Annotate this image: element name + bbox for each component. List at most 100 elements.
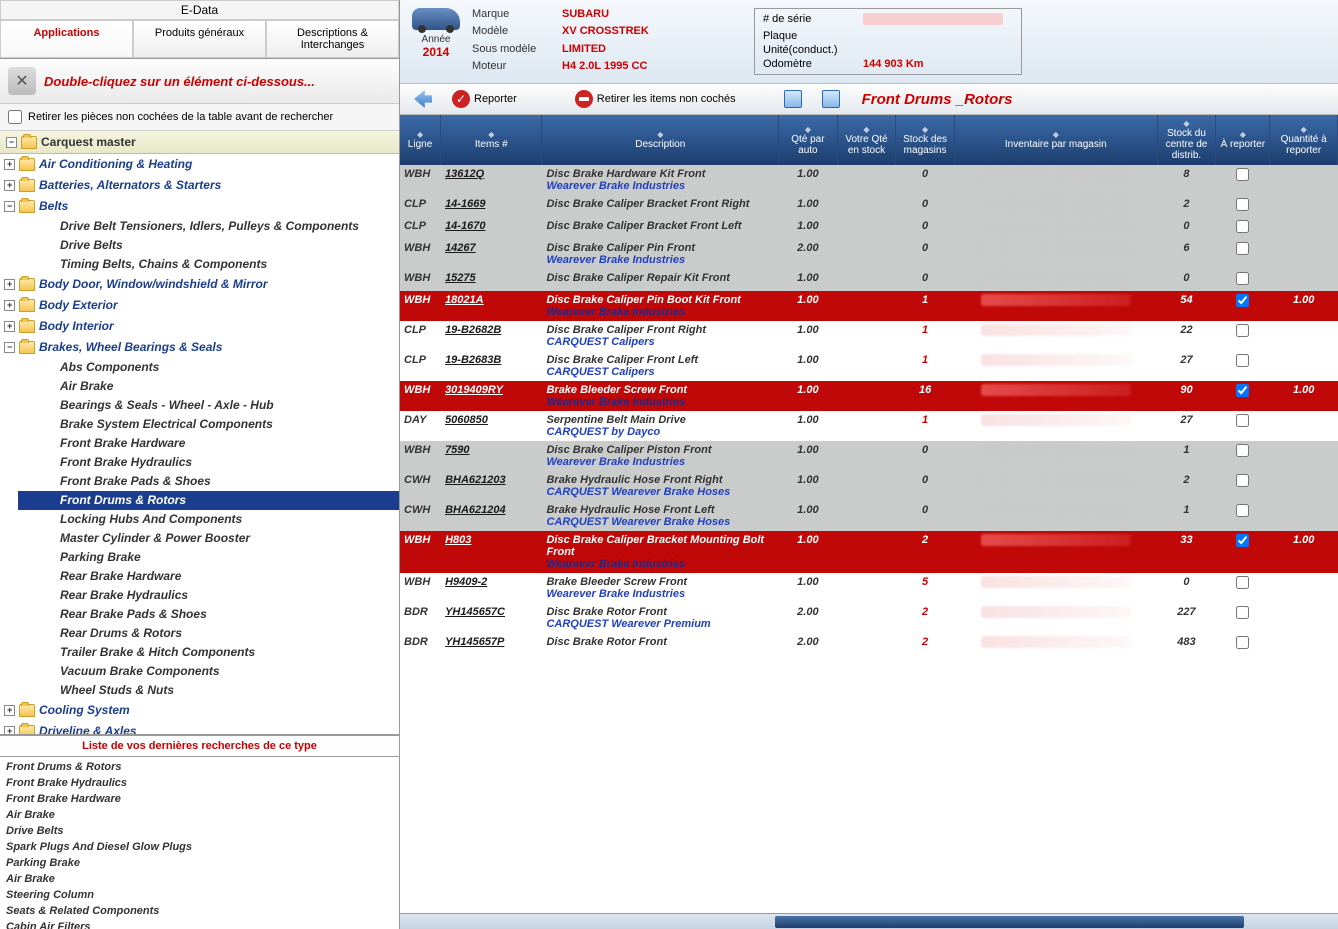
recent-item[interactable]: Spark Plugs And Diesel Glow Plugs: [6, 839, 393, 855]
tree-leaf[interactable]: Wheel Studs & Nuts: [18, 681, 399, 700]
cell-report-checkbox[interactable]: [1216, 573, 1270, 603]
tree-branch[interactable]: +Body Interior: [0, 316, 399, 337]
tree-leaf[interactable]: Vacuum Brake Components: [18, 662, 399, 681]
tree-leaf[interactable]: Brake System Electrical Components: [18, 415, 399, 434]
recent-item[interactable]: Front Brake Hydraulics: [6, 775, 393, 791]
tree-branch[interactable]: +Air Conditioning & Heating: [0, 154, 399, 175]
cell-report-checkbox[interactable]: [1216, 381, 1270, 411]
grid-column-header[interactable]: ◆Stock des magasins: [896, 115, 955, 165]
cell-item[interactable]: 19-B2682B: [441, 321, 542, 351]
cell-report-checkbox[interactable]: [1216, 165, 1270, 195]
back-button[interactable]: [408, 88, 438, 110]
tree-branch[interactable]: +Body Exterior: [0, 295, 399, 316]
tab-2[interactable]: Descriptions & Interchanges: [266, 20, 399, 58]
recent-item[interactable]: Front Brake Hardware: [6, 791, 393, 807]
table-row[interactable]: WBH15275Disc Brake Caliper Repair Kit Fr…: [400, 269, 1338, 291]
grid-column-header[interactable]: ◆Qté par auto: [779, 115, 838, 165]
cell-report-checkbox[interactable]: [1216, 195, 1270, 217]
tree-leaf[interactable]: Abs Components: [18, 358, 399, 377]
cell-item[interactable]: 14-1669: [441, 195, 542, 217]
tree-leaf[interactable]: Drive Belt Tensioners, Idlers, Pulleys &…: [18, 217, 399, 236]
table-row[interactable]: WBH7590Disc Brake Caliper Piston FrontWe…: [400, 441, 1338, 471]
tree-leaf[interactable]: Rear Brake Hydraulics: [18, 586, 399, 605]
tree-branch[interactable]: −Brakes, Wheel Bearings & Seals: [0, 337, 399, 358]
scrollbar-thumb[interactable]: [775, 916, 1244, 928]
table-row[interactable]: WBH18021ADisc Brake Caliper Pin Boot Kit…: [400, 291, 1338, 321]
cell-report-checkbox[interactable]: [1216, 269, 1270, 291]
filter-checkbox[interactable]: [8, 110, 22, 124]
recent-item[interactable]: Cabin Air Filters: [6, 919, 393, 929]
tree-leaf[interactable]: Rear Brake Hardware: [18, 567, 399, 586]
tree-branch[interactable]: +Driveline & Axles: [0, 721, 399, 735]
cell-item[interactable]: YH145657P: [441, 633, 542, 655]
tab-0[interactable]: Applications: [0, 20, 133, 58]
reporter-button[interactable]: ✓Reporter: [446, 88, 523, 110]
cell-report-checkbox[interactable]: [1216, 411, 1270, 441]
tree-leaf[interactable]: Front Brake Hardware: [18, 434, 399, 453]
tree-leaf[interactable]: Rear Drums & Rotors: [18, 624, 399, 643]
recent-item[interactable]: Seats & Related Components: [6, 903, 393, 919]
recent-item[interactable]: Drive Belts: [6, 823, 393, 839]
grid-column-header[interactable]: ◆Quantité à reporter: [1270, 115, 1338, 165]
grid-column-header[interactable]: ◆Votre Qté en stock: [837, 115, 896, 165]
tree-branch[interactable]: +Body Door, Window/windshield & Mirror: [0, 274, 399, 295]
grid-column-header[interactable]: ◆À reporter: [1216, 115, 1270, 165]
recent-item[interactable]: Steering Column: [6, 887, 393, 903]
cell-item[interactable]: 19-B2683B: [441, 351, 542, 381]
tree-leaf[interactable]: Trailer Brake & Hitch Components: [18, 643, 399, 662]
cell-item[interactable]: YH145657C: [441, 603, 542, 633]
cell-report-checkbox[interactable]: [1216, 441, 1270, 471]
table-row[interactable]: DAY5060850Serpentine Belt Main DriveCARQ…: [400, 411, 1338, 441]
remove-unchecked-button[interactable]: Retirer les items non cochés: [569, 88, 742, 110]
cell-item[interactable]: 18021A: [441, 291, 542, 321]
cell-report-checkbox[interactable]: [1216, 531, 1270, 573]
recent-item[interactable]: Air Brake: [6, 807, 393, 823]
table-row[interactable]: WBHH9409-2Brake Bleeder Screw FrontWeare…: [400, 573, 1338, 603]
tree-leaf[interactable]: Parking Brake: [18, 548, 399, 567]
tree-root[interactable]: −Carquest master: [0, 131, 399, 154]
grid-column-header[interactable]: ◆Stock du centre de distrib.: [1157, 115, 1216, 165]
table-row[interactable]: CWHBHA621204Brake Hydraulic Hose Front L…: [400, 501, 1338, 531]
tree-leaf[interactable]: Front Brake Hydraulics: [18, 453, 399, 472]
cell-report-checkbox[interactable]: [1216, 471, 1270, 501]
cell-item[interactable]: 7590: [441, 441, 542, 471]
horizontal-scrollbar[interactable]: [400, 913, 1338, 929]
tree-leaf[interactable]: Locking Hubs And Components: [18, 510, 399, 529]
cell-item[interactable]: 5060850: [441, 411, 542, 441]
grid-column-header[interactable]: ◆Inventaire par magasin: [954, 115, 1157, 165]
table-row[interactable]: CWHBHA621203Brake Hydraulic Hose Front R…: [400, 471, 1338, 501]
table-row[interactable]: CLP14-1670Disc Brake Caliper Bracket Fro…: [400, 217, 1338, 239]
recent-searches-list[interactable]: Front Drums & RotorsFront Brake Hydrauli…: [0, 757, 399, 929]
cell-item[interactable]: 3019409RY: [441, 381, 542, 411]
tree-leaf[interactable]: Master Cylinder & Power Booster: [18, 529, 399, 548]
tree-branch[interactable]: +Cooling System: [0, 700, 399, 721]
cell-item[interactable]: H803: [441, 531, 542, 573]
table-row[interactable]: CLP14-1669Disc Brake Caliper Bracket Fro…: [400, 195, 1338, 217]
tool-button-2[interactable]: [816, 88, 846, 110]
tree-leaf[interactable]: Rear Brake Pads & Shoes: [18, 605, 399, 624]
table-row[interactable]: BDRYH145657CDisc Brake Rotor FrontCARQUE…: [400, 603, 1338, 633]
grid-column-header[interactable]: ◆Ligne: [400, 115, 441, 165]
cell-item[interactable]: BHA621203: [441, 471, 542, 501]
recent-item[interactable]: Front Drums & Rotors: [6, 759, 393, 775]
table-row[interactable]: CLP19-B2683BDisc Brake Caliper Front Lef…: [400, 351, 1338, 381]
tool-button-1[interactable]: [778, 88, 808, 110]
cell-report-checkbox[interactable]: [1216, 633, 1270, 655]
results-grid-wrap[interactable]: ◆Ligne◆Items #◆Description◆Qté par auto◆…: [400, 115, 1338, 913]
table-row[interactable]: WBHH803Disc Brake Caliper Bracket Mounti…: [400, 531, 1338, 573]
table-row[interactable]: WBH3019409RYBrake Bleeder Screw FrontWea…: [400, 381, 1338, 411]
cell-item[interactable]: 14-1670: [441, 217, 542, 239]
recent-item[interactable]: Parking Brake: [6, 855, 393, 871]
cell-report-checkbox[interactable]: [1216, 501, 1270, 531]
cell-item[interactable]: H9409-2: [441, 573, 542, 603]
category-tree[interactable]: −Carquest master+Air Conditioning & Heat…: [0, 131, 399, 735]
cell-item[interactable]: 14267: [441, 239, 542, 269]
table-row[interactable]: BDRYH145657PDisc Brake Rotor Front2.0024…: [400, 633, 1338, 655]
tree-leaf[interactable]: Timing Belts, Chains & Components: [18, 255, 399, 274]
tree-leaf[interactable]: Front Drums & Rotors: [18, 491, 399, 510]
cell-item[interactable]: 15275: [441, 269, 542, 291]
tree-leaf[interactable]: Bearings & Seals - Wheel - Axle - Hub: [18, 396, 399, 415]
table-row[interactable]: WBH14267Disc Brake Caliper Pin FrontWear…: [400, 239, 1338, 269]
cell-report-checkbox[interactable]: [1216, 603, 1270, 633]
cell-report-checkbox[interactable]: [1216, 239, 1270, 269]
